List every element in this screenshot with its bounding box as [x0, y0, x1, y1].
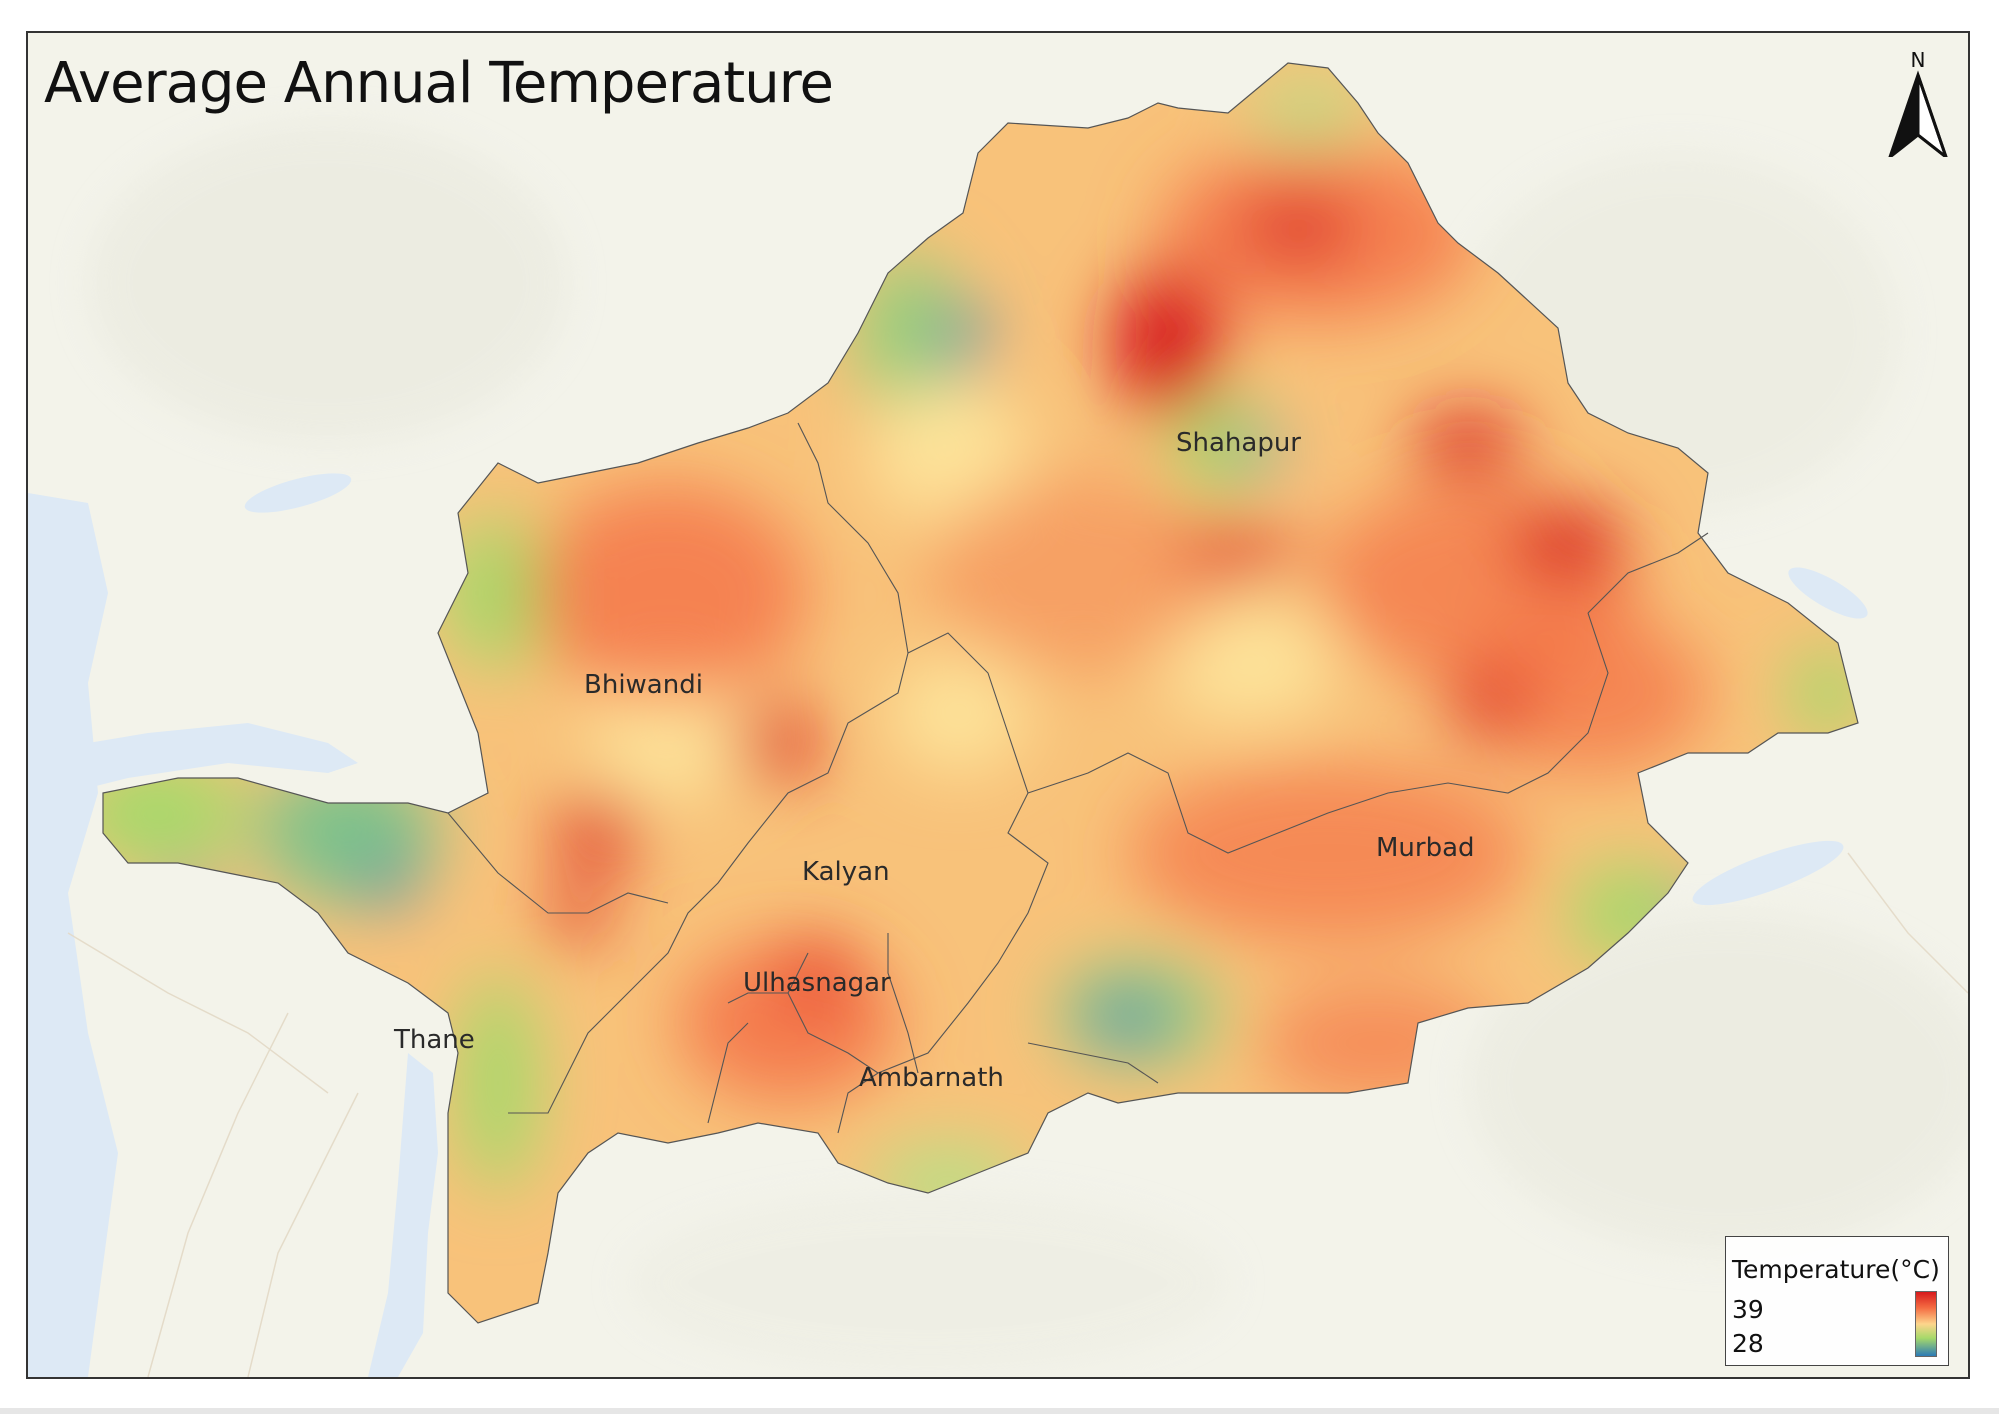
legend-min-label: 28 [1732, 1329, 1764, 1358]
place-label-ambarnath: Ambarnath [859, 1063, 1004, 1093]
place-label-bhiwandi: Bhiwandi [584, 670, 703, 700]
legend: Temperature(°C) 39 28 [1725, 1236, 1949, 1366]
place-label-kalyan: Kalyan [802, 857, 890, 887]
thane-creek [368, 1053, 438, 1377]
reservoir [1692, 840, 1844, 906]
creek-water [28, 723, 358, 803]
map-frame[interactable]: Average Annual Temperature Shahapur Bhiw… [26, 31, 1970, 1379]
basemap-terrain [88, 123, 1968, 1373]
map-canvas[interactable] [28, 33, 1968, 1377]
legend-color-ramp [1915, 1291, 1937, 1357]
district-boundary [102, 62, 1859, 1324]
legend-title: Temperature(°C) [1732, 1255, 1940, 1284]
basemap-roads [67, 852, 1968, 1377]
place-label-thane: Thane [394, 1025, 475, 1055]
coastal-water [28, 493, 118, 1377]
taluka-boundaries [447, 422, 1709, 1134]
place-label-ulhasnagar: Ulhasnagar [743, 968, 891, 998]
reservoir [1788, 567, 1868, 619]
legend-max-label: 39 [1732, 1295, 1764, 1324]
north-label: N [1911, 48, 1926, 72]
place-label-murbad: Murbad [1376, 833, 1475, 863]
bottom-strip [0, 1408, 1999, 1414]
north-arrow: N [1878, 47, 1958, 162]
place-label-shahapur: Shahapur [1176, 428, 1301, 458]
map-title: Average Annual Temperature [44, 51, 834, 116]
reservoir [244, 473, 352, 513]
